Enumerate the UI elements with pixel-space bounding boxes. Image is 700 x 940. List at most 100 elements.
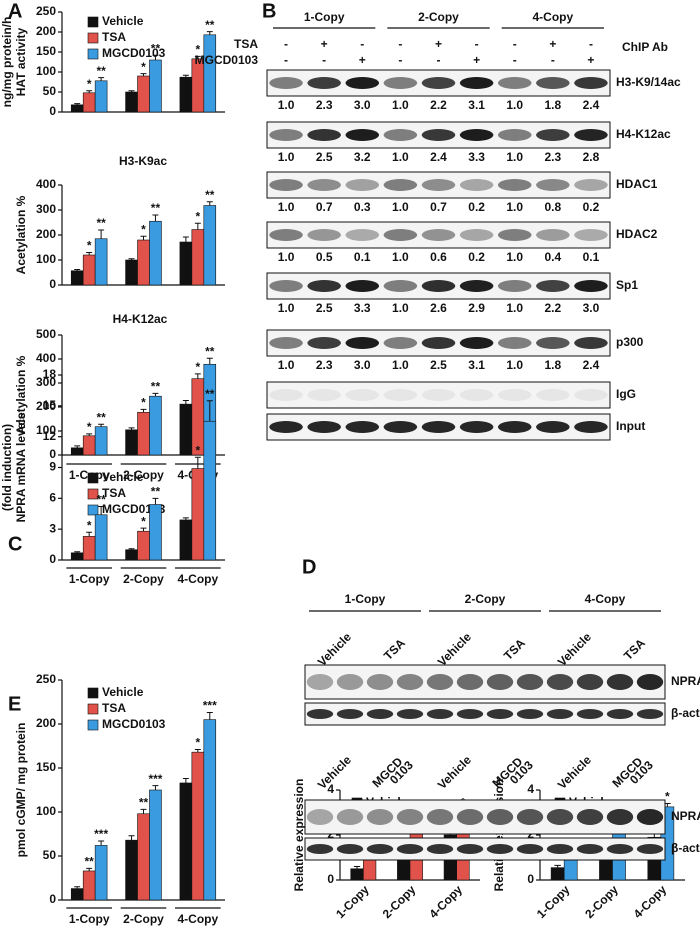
blot-band (396, 844, 424, 854)
band-ratio: 2.3 (544, 150, 561, 164)
band-ratio: 0.2 (583, 200, 600, 214)
y-tick-label: 150 (36, 760, 56, 774)
band-ratio: 3.2 (354, 150, 371, 164)
y-tick-label: 400 (36, 177, 56, 191)
bar (94, 514, 108, 561)
significance: * (195, 736, 200, 750)
y-tick-label: 6 (49, 491, 56, 505)
band-ratio: 0.6 (430, 250, 447, 264)
blot-frame (266, 221, 611, 249)
legend-swatch (87, 687, 99, 699)
error-bar (74, 269, 81, 271)
bar (203, 420, 217, 561)
treatment-sign: - (513, 37, 517, 51)
y-tick-label: 100 (36, 64, 56, 78)
blot-band (345, 179, 380, 191)
bar (82, 536, 96, 561)
blot-band (345, 280, 380, 292)
treatment-sign: - (322, 53, 326, 67)
error-bar (152, 392, 159, 397)
treatment-sign: - (475, 37, 479, 51)
y-tick-label: 400 (36, 351, 56, 365)
blot-band (606, 709, 634, 719)
blot-band (606, 844, 634, 854)
blot-frame (304, 702, 666, 726)
blot-band (497, 389, 532, 401)
significance: *** (148, 772, 162, 786)
row-label: HDAC1 (616, 177, 658, 191)
bar (179, 403, 193, 456)
band-ratio: 0.7 (316, 200, 333, 214)
bar (82, 870, 96, 901)
y-tick-label: 200 (36, 399, 56, 413)
band-ratio: 3.0 (354, 358, 371, 372)
bar (350, 868, 364, 881)
row-label: H4-K12ac (616, 127, 671, 141)
error-bar (128, 548, 135, 550)
bar (191, 229, 205, 286)
blot-band (366, 844, 394, 854)
y-tick-label: 50 (43, 84, 57, 98)
band-ratio: 2.6 (430, 301, 447, 315)
blot-band (459, 280, 494, 292)
bar (191, 468, 205, 561)
x-tick-label: 2-Copy (380, 882, 419, 921)
band-ratio: 1.0 (392, 200, 409, 214)
x-tick-label: 1-Copy (69, 912, 110, 926)
blot-band (574, 229, 608, 241)
y-tick-label: 200 (36, 716, 56, 730)
blot-frame (266, 381, 611, 409)
blot-band (536, 280, 570, 292)
blot-band (486, 809, 514, 825)
blot-band (383, 129, 418, 141)
significance: ** (151, 41, 161, 55)
copy-label: 1-Copy (345, 592, 386, 606)
blot-band (497, 337, 532, 349)
x-tick-label: 2-Copy (582, 882, 621, 921)
blot-band (307, 337, 341, 349)
y-tick-label: 0 (327, 872, 334, 886)
lane-label: Vehicle (315, 630, 354, 669)
x-tick-label: 1-Copy (69, 572, 110, 586)
significance: * (195, 360, 200, 374)
lane-label: Vehicle (315, 753, 354, 792)
treatment-sign: - (360, 37, 364, 51)
blot-band (426, 809, 454, 825)
treatment-sign: - (398, 53, 402, 67)
blot-band (456, 709, 484, 719)
bar (94, 80, 108, 113)
error-bar (152, 497, 159, 505)
blot-band (459, 421, 494, 433)
legend-label: Vehicle (102, 470, 144, 484)
blot-band (497, 421, 532, 433)
blot-band (576, 809, 604, 825)
significance: * (87, 420, 92, 434)
x-tick-label: 4-Copy (631, 882, 670, 921)
error-bar (86, 531, 93, 537)
y-tick-label: 150 (36, 44, 56, 58)
lane-label: Vehicle (555, 753, 594, 792)
band-ratio: 1.8 (544, 358, 561, 372)
blot-band (497, 229, 532, 241)
bar (179, 241, 193, 286)
blot-frame (304, 664, 666, 700)
error-bar (98, 77, 105, 81)
blot-band (421, 229, 456, 241)
treatment-sign: - (551, 53, 555, 67)
significance: ** (139, 796, 149, 810)
blot-band (536, 389, 570, 401)
significance: * (141, 222, 146, 236)
blot-band (307, 179, 341, 191)
blot-band (345, 389, 380, 401)
y-tick-label: 0 (49, 552, 56, 566)
band-ratio: 1.0 (278, 200, 295, 214)
error-bar (140, 808, 147, 814)
blot-band (546, 809, 574, 825)
blot-band (307, 77, 341, 89)
significance: ** (96, 216, 106, 230)
error-bar (182, 400, 189, 405)
blot-band (497, 77, 532, 89)
x-tick-label: 4-Copy (426, 882, 465, 921)
error-bar (206, 357, 213, 365)
x-tick-label: 1-Copy (534, 882, 573, 921)
